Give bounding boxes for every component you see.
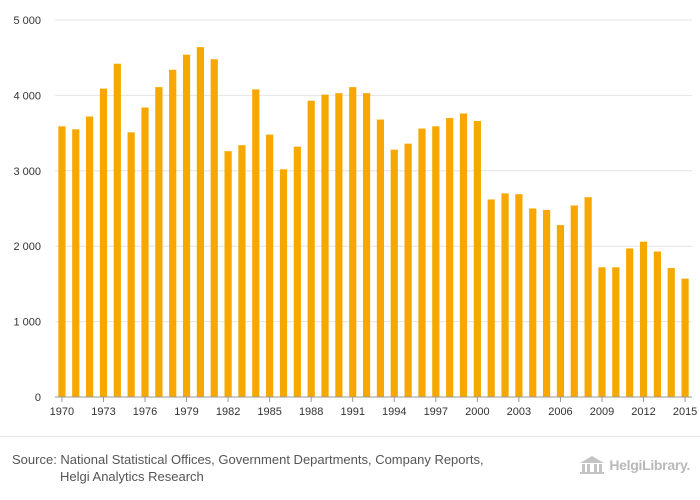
bar-1974 — [113, 63, 121, 398]
bar-2000 — [473, 121, 481, 397]
bar-2006 — [556, 225, 565, 397]
bar-1990 — [335, 93, 343, 397]
bar-1976 — [141, 107, 149, 398]
x-tick-label: 1979 — [174, 406, 198, 418]
bar-1991 — [349, 87, 357, 397]
bar-2001 — [487, 199, 495, 397]
bar-1993 — [376, 119, 385, 397]
bar-1983 — [238, 145, 246, 397]
source-line-1: Source: National Statistical Offices, Go… — [12, 452, 484, 467]
bar-1980 — [196, 47, 205, 397]
bar-1998 — [446, 118, 454, 398]
x-tick-label: 2015 — [673, 406, 697, 418]
bar-1972 — [86, 116, 94, 398]
x-tick-label: 2009 — [590, 406, 614, 418]
bar-1996 — [418, 128, 426, 398]
bar-2004 — [529, 208, 537, 397]
bar-1981 — [210, 59, 218, 397]
y-tick-label: 0 — [35, 392, 41, 404]
bar-1988 — [307, 100, 315, 397]
bar-2014 — [667, 268, 675, 397]
x-tick-label: 1997 — [424, 406, 448, 418]
bar-1985 — [266, 134, 274, 397]
y-tick-label: 5 000 — [13, 15, 41, 27]
x-tick-label: 1982 — [216, 406, 240, 418]
bar-2005 — [542, 210, 551, 397]
source-line-2: Helgi Analytics Research — [60, 469, 204, 484]
x-tick-label: 2000 — [465, 406, 489, 418]
bar-2007 — [570, 205, 578, 397]
y-tick-label: 2 000 — [13, 241, 41, 253]
helgi-library-logo: HelgiLibrary. — [579, 455, 690, 475]
bar-2011 — [626, 248, 634, 397]
bar-1973 — [99, 88, 108, 397]
bar-1987 — [293, 146, 301, 397]
bar-2008 — [584, 197, 592, 397]
bar-2003 — [515, 194, 523, 397]
bar-1989 — [321, 94, 329, 397]
bar-1997 — [432, 126, 440, 398]
source-note: Source: National Statistical Offices, Go… — [12, 451, 552, 485]
bar-2015 — [681, 278, 689, 397]
x-tick-label: 1970 — [50, 406, 74, 418]
bar-1977 — [155, 87, 163, 397]
bar-1975 — [127, 132, 135, 397]
bank-building-icon — [580, 456, 605, 474]
bar-1986 — [279, 169, 288, 397]
x-tick-label: 2006 — [548, 406, 572, 418]
gridlines — [55, 19, 692, 323]
bar-1994 — [390, 149, 398, 397]
bar-1978 — [169, 69, 177, 397]
bar-1992 — [362, 93, 371, 397]
bar-1971 — [72, 129, 80, 397]
bars — [58, 47, 689, 398]
y-tick-label: 4 000 — [13, 90, 41, 102]
chart-footer: Source: National Statistical Offices, Go… — [0, 436, 700, 500]
bar-2012 — [639, 241, 648, 397]
x-tick-label: 1994 — [382, 406, 406, 418]
bar-1995 — [404, 143, 412, 397]
bar-2013 — [653, 251, 661, 397]
x-axis-ticks: 1970 1973 1976 1979 1982 1985 1988 1991 1994 1997… — [50, 397, 697, 418]
x-tick-label: 2012 — [631, 406, 655, 418]
x-tick-label: 1988 — [299, 406, 323, 418]
bar-1999 — [459, 113, 468, 397]
y-axis-ticks: 0 1 000 2 000 3 000 4 000 5 000 — [13, 15, 41, 404]
x-tick-label: 1985 — [257, 406, 281, 418]
bar-1984 — [252, 89, 260, 398]
logo-text: HelgiLibrary. — [609, 457, 690, 473]
bar-1982 — [224, 151, 232, 397]
bar-1979 — [182, 54, 191, 398]
bar-2009 — [598, 267, 606, 397]
bar-2002 — [501, 193, 509, 397]
x-tick-label: 2003 — [507, 406, 531, 418]
y-tick-label: 1 000 — [13, 317, 41, 329]
x-tick-label: 1973 — [91, 406, 115, 418]
x-tick-label: 1991 — [340, 406, 364, 418]
y-tick-label: 3 000 — [13, 166, 41, 178]
bar-1970 — [58, 126, 66, 398]
x-tick-label: 1976 — [133, 406, 157, 418]
bar-2010 — [612, 267, 620, 397]
